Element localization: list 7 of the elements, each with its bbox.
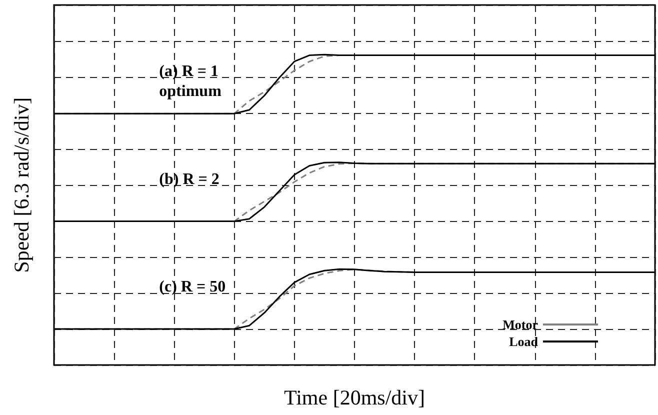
legend-label: Load	[509, 334, 539, 349]
legend-label: Motor	[502, 317, 538, 332]
y-axis-title: Speed [6.3 rad/s/div]	[10, 97, 34, 273]
x-axis-title: Time [20ms/div]	[284, 386, 425, 410]
annotation: (a) R = 1 optimum	[159, 63, 222, 100]
annotation: (c) R = 50	[159, 278, 226, 296]
annotation: (b) R = 2	[159, 170, 220, 188]
